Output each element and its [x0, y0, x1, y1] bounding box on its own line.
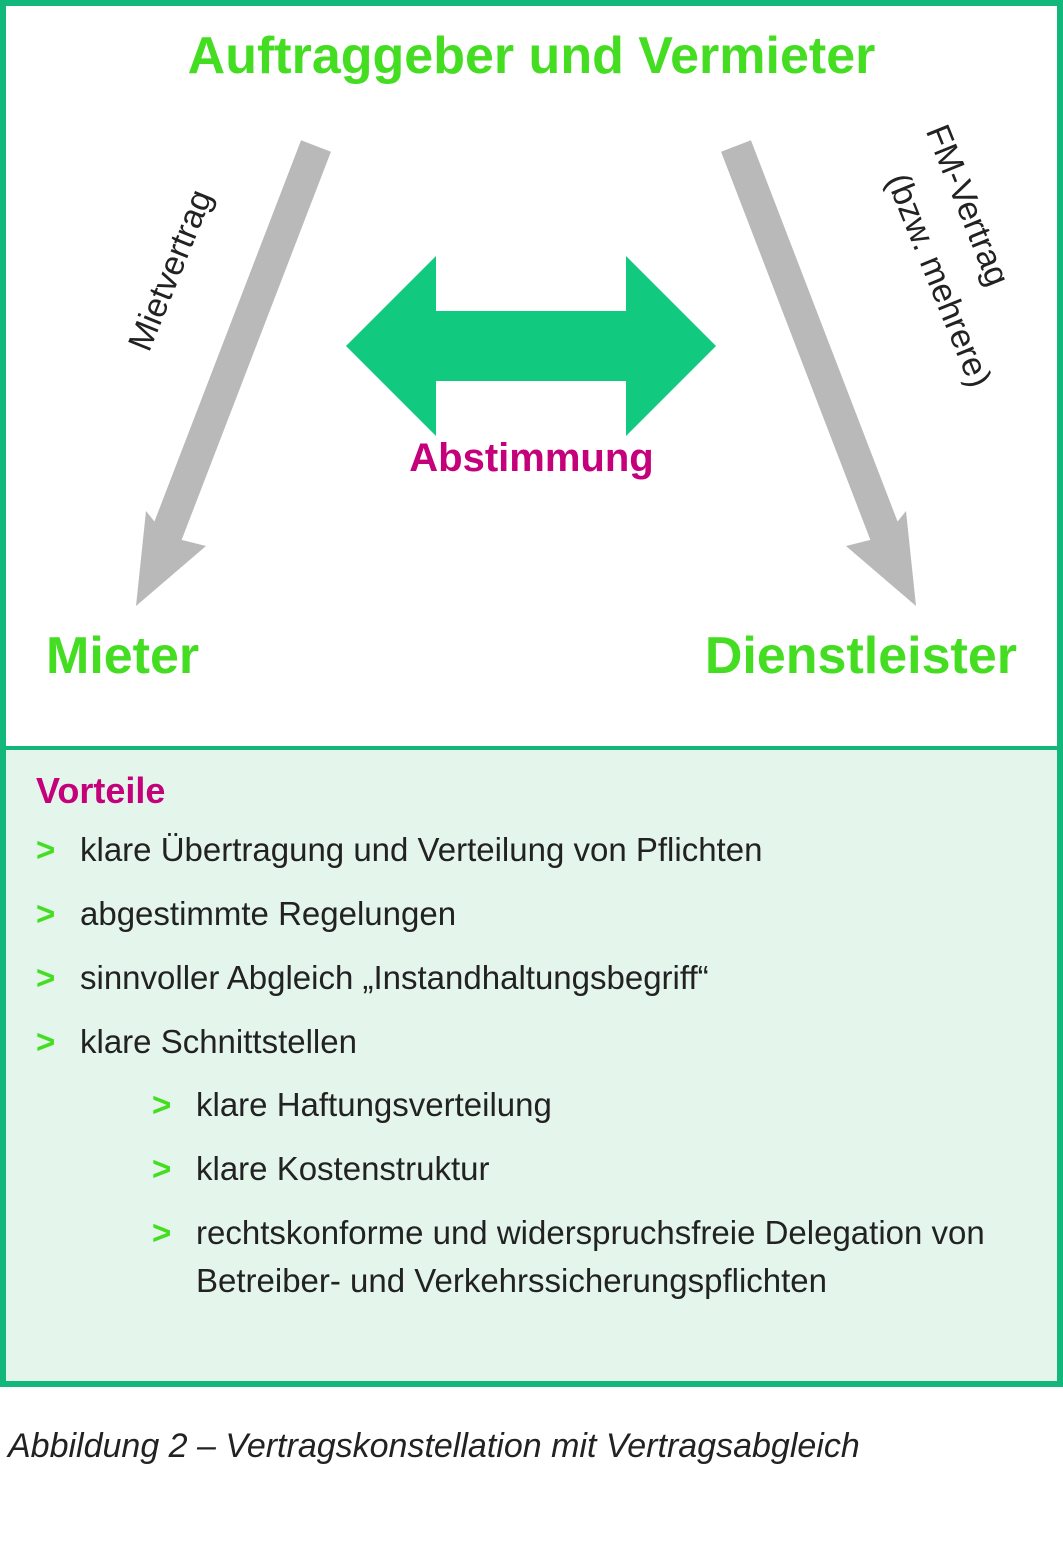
- right-arrow: [736, 146, 916, 606]
- figure-caption: Abbildung 2 – Vertragskonstellation mit …: [0, 1387, 1063, 1486]
- advantages-item: abgestimmte Regelungen: [36, 890, 1027, 938]
- left-arrow: [136, 146, 316, 606]
- advantages-item: klare Übertragung und Verteilung von Pfl…: [36, 826, 1027, 874]
- figure-wrap: Auftraggeber und Vermieter Mietvertrag: [0, 0, 1063, 1486]
- diagram-area: Auftraggeber und Vermieter Mietvertrag: [6, 6, 1057, 746]
- advantages-subitem: rechtskonforme und widerspruchsfreie Del…: [152, 1209, 1027, 1305]
- advantages-item: klare Schnittstellenklare Haftungsvertei…: [36, 1018, 1027, 1305]
- center-label: Abstimmung: [6, 436, 1057, 481]
- advantages-panel: Vorteile klare Übertragung und Verteilun…: [6, 746, 1057, 1381]
- advantages-sublist: klare Haftungsverteilung klare Kostenstru…: [80, 1081, 1027, 1304]
- center-double-arrow: [346, 256, 716, 436]
- advantages-list: klare Übertragung und Verteilung von Pfl…: [36, 826, 1027, 1305]
- left-node: Mieter: [46, 626, 199, 686]
- advantages-subitem: klare Haftungsverteilung: [152, 1081, 1027, 1129]
- advantages-item: sinnvoller Abgleich „Instandhaltungsbegr…: [36, 954, 1027, 1002]
- right-node: Dienstleister: [705, 626, 1017, 686]
- diagram-box: Auftraggeber und Vermieter Mietvertrag: [0, 0, 1063, 1387]
- advantages-subitem: klare Kostenstruktur: [152, 1145, 1027, 1193]
- advantages-heading: Vorteile: [36, 770, 1027, 812]
